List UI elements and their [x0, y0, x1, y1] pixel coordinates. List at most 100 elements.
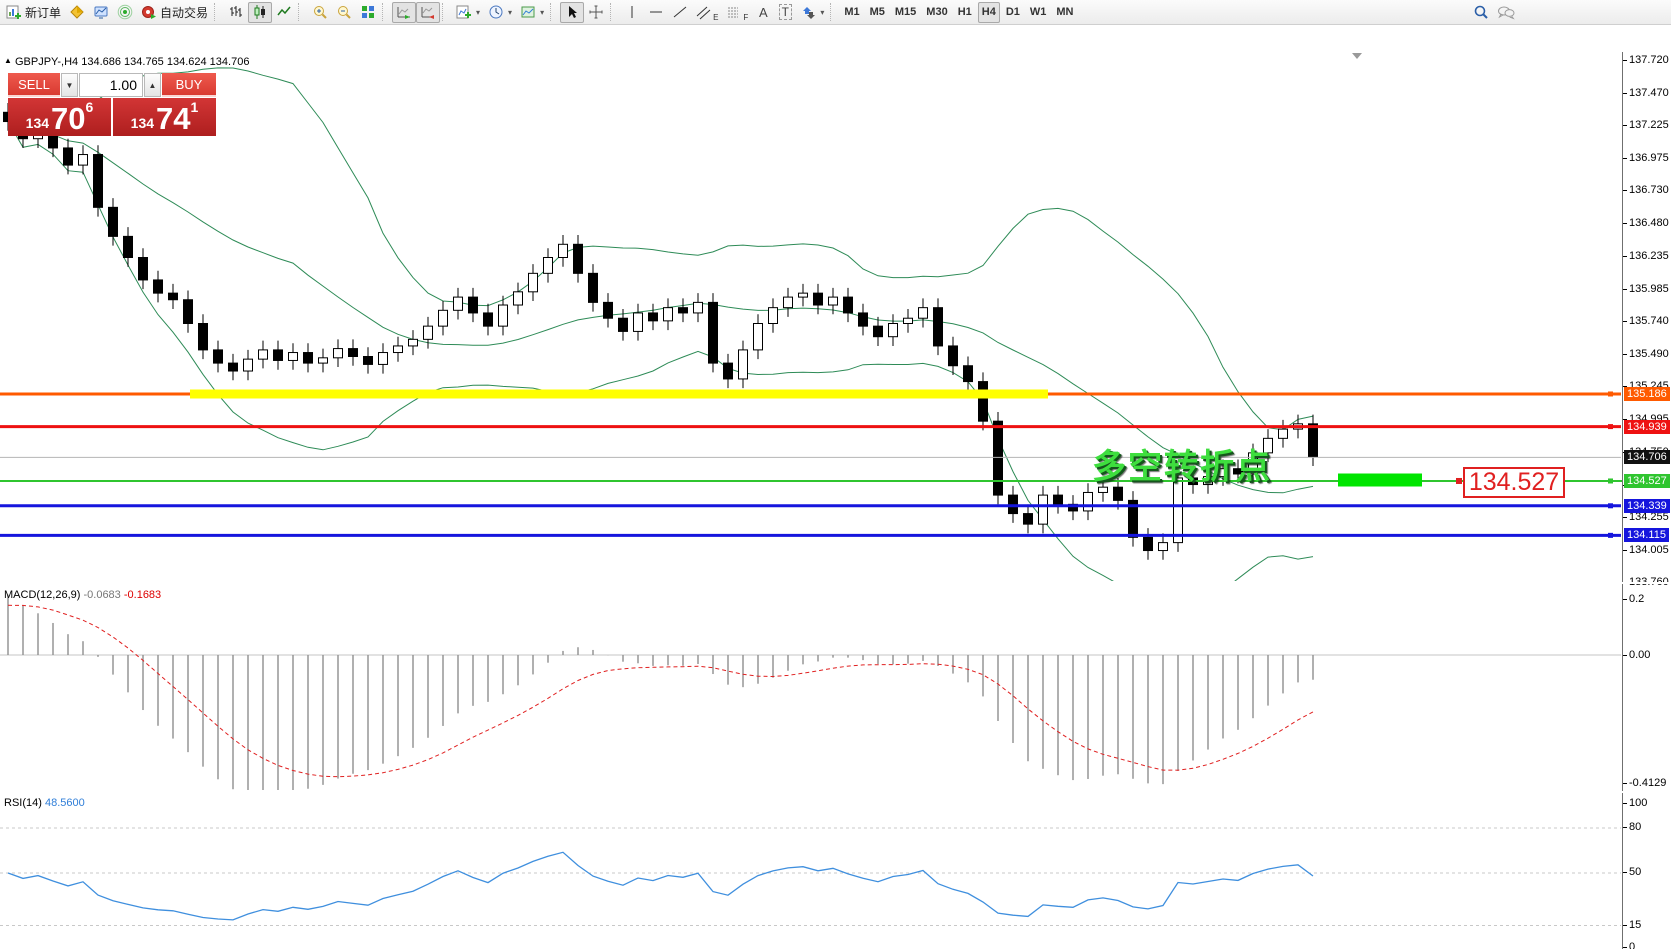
candle-body [603, 301, 613, 319]
buy-price-point: 1 [190, 99, 199, 115]
chart-canvas[interactable] [0, 26, 1671, 949]
volume-input[interactable]: 1.00 [79, 73, 143, 97]
vertical-line-button[interactable] [620, 2, 644, 23]
timeframe-label: D1 [1005, 6, 1020, 18]
indicators-icon [456, 5, 472, 19]
sell-button[interactable]: SELL [8, 73, 60, 97]
line-anchor-handle[interactable] [1608, 391, 1613, 397]
rsi-name: RSI(14) [4, 797, 42, 809]
metaeditor-icon [70, 5, 84, 19]
symbol-info-text: GBPJPY-,H4 134.686 134.765 134.624 134.7… [14, 56, 250, 68]
horizontal-line-icon [650, 11, 663, 13]
new-order-button[interactable]: 新订单 [2, 2, 65, 23]
panel-separator[interactable] [0, 582, 1671, 584]
macd-study-label: MACD(12,26,9) -0.0683 -0.1683 [4, 589, 161, 601]
volume-down-button[interactable]: ▼ [61, 73, 78, 97]
candle-body [1248, 452, 1258, 475]
zoom-out-button[interactable] [332, 2, 356, 23]
price-callout-box[interactable]: 134.527 [1463, 467, 1565, 498]
line-chart-button[interactable] [272, 2, 296, 23]
timeframe-button-d1[interactable]: D1 [1002, 2, 1024, 23]
trade-panel-top-row: SELL ▼ 1.00 ▲ BUY [8, 73, 216, 97]
price-axis[interactable]: 135.186 134.939 134.706 134.527 134.339 134.1… [1622, 52, 1671, 949]
candle-body [78, 154, 88, 166]
price-tick-mark [1623, 92, 1627, 94]
one-click-trading-panel: SELL ▼ 1.00 ▲ BUY 134 70 6 134 74 1 [8, 73, 216, 136]
sell-price-point: 6 [85, 99, 94, 115]
charts-button[interactable] [89, 2, 113, 23]
rsi-study-label: RSI(14) 48.5600 [4, 797, 85, 809]
charts-icon [94, 6, 108, 19]
rsi-tick-mark [1623, 925, 1627, 926]
fibonacci-button[interactable]: F [722, 2, 752, 23]
macd-tick-label: -0.4129 [1629, 777, 1667, 789]
fibonacci-icon [728, 7, 739, 18]
candle-body [573, 243, 583, 274]
bar-chart-button[interactable] [224, 2, 248, 23]
zoom-in-button[interactable] [308, 2, 332, 23]
candle-body [783, 296, 793, 309]
volume-up-button[interactable]: ▲ [144, 73, 161, 97]
timeframe-button-m5[interactable]: M5 [866, 2, 889, 23]
candle-body [1158, 542, 1168, 552]
timeframe-button-m15[interactable]: M15 [891, 2, 920, 23]
price-tick-label: 134.255 [1629, 510, 1669, 523]
macd-name: MACD(12,26,9) [4, 589, 81, 601]
timeframe-button-h1[interactable]: H1 [954, 2, 976, 23]
horizontal-line-button[interactable] [644, 2, 668, 23]
timeframe-button-m30[interactable]: M30 [922, 2, 951, 23]
periods-button[interactable]: ▾ [484, 2, 516, 23]
panel-separator[interactable] [0, 791, 1671, 793]
templates-button[interactable]: ▾ [516, 2, 548, 23]
price-line-tag: 134.939 [1624, 419, 1670, 434]
timeframe-button-h4[interactable]: H4 [977, 1, 1000, 23]
buy-quote[interactable]: 134 74 1 [113, 98, 216, 136]
text-button[interactable]: A [752, 2, 774, 23]
timeframe-button-w1[interactable]: W1 [1026, 2, 1051, 23]
metaeditor-button[interactable] [65, 2, 89, 23]
chart-shift-button[interactable] [416, 1, 441, 23]
indicators-button[interactable]: ▾ [452, 2, 484, 23]
trade-panel-quote-row: 134 70 6 134 74 1 [8, 98, 216, 136]
line-anchor-handle[interactable] [1608, 503, 1613, 509]
line-anchor-handle[interactable] [1608, 424, 1613, 430]
buy-button[interactable]: BUY [162, 73, 216, 97]
candle-body [888, 323, 898, 338]
macd-signal-value: -0.1683 [123, 589, 162, 601]
timeframe-button-m1[interactable]: M1 [840, 2, 863, 23]
candle-body [333, 348, 343, 359]
macd-plot [0, 594, 1621, 790]
vertical-line-icon [631, 6, 633, 18]
chart-annotation-text[interactable]: 多空转折点 [1092, 448, 1272, 486]
cursor-button[interactable] [560, 1, 585, 23]
text-label-button[interactable]: T [774, 2, 796, 23]
trendline-button[interactable] [668, 2, 692, 23]
line-anchor-handle[interactable] [1608, 532, 1613, 538]
timeframe-button-mn[interactable]: MN [1052, 2, 1077, 23]
search-icon [1474, 5, 1488, 19]
auto-scroll-button[interactable] [392, 1, 417, 23]
timeframe-label: MN [1056, 6, 1074, 18]
candle-body [1218, 468, 1228, 478]
price-tick-label: 136.480 [1629, 217, 1669, 230]
price-line-tag: 134.706 [1624, 450, 1670, 465]
chat-button[interactable] [1493, 2, 1519, 23]
label-tool-label: T [778, 4, 792, 20]
candle-body [408, 338, 418, 347]
candlestick-chart-button[interactable] [248, 1, 273, 23]
candle-body [228, 362, 238, 372]
callout-handle[interactable] [1456, 477, 1462, 484]
crosshair-button[interactable] [584, 2, 608, 23]
equidistant-channel-button[interactable]: E [692, 2, 722, 23]
candle-body [348, 348, 358, 357]
tile-windows-button[interactable] [356, 2, 380, 23]
candle-body [738, 349, 748, 380]
search-button[interactable] [1469, 2, 1493, 23]
signals-button[interactable] [113, 2, 137, 23]
price-tick-mark [1623, 516, 1627, 518]
arrows-button[interactable]: ▾ [796, 2, 828, 23]
sell-quote[interactable]: 134 70 6 [8, 98, 111, 136]
chart-shift-marker-icon[interactable] [1352, 53, 1362, 59]
autotrade-button[interactable]: 自动交易 [137, 2, 212, 23]
price-tick-label: 137.720 [1629, 53, 1669, 66]
